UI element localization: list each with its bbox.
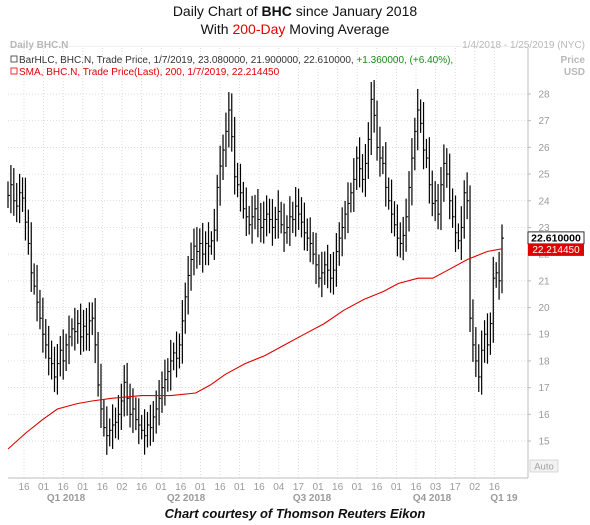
auto-scale-label: Auto	[534, 462, 554, 473]
title-sma-label: 200-Day	[232, 21, 286, 37]
sma-value-box	[528, 243, 584, 256]
quarter-label: Q4 2018	[413, 493, 452, 504]
x-tick-label: 03	[430, 482, 442, 493]
legend-bar-text: BarHLC, BHC.N, Trade Price, 1/7/2019, 23…	[19, 55, 356, 66]
quarter-labels: Q1 2018 Q2 2018 Q3 2018 Q4 2018 Q1 19	[47, 493, 518, 504]
price-axis-title: Price	[561, 55, 586, 66]
x-tick-label: 01	[234, 482, 246, 493]
y-tick-label: 15	[538, 437, 550, 448]
y-tick-label: 24	[538, 196, 550, 207]
x-tick-label: 16	[175, 482, 187, 493]
chart-background	[0, 38, 590, 505]
y-tick-label: 20	[538, 303, 550, 314]
quarter-label: Q2 2018	[167, 493, 206, 504]
y-tick-label: 18	[538, 356, 550, 367]
title-ticker: BHC	[261, 3, 292, 19]
legend-sma-row: SMA, BHC.N, Trade Price(Last), 200, 1/7/…	[10, 67, 280, 78]
header-divider	[8, 46, 528, 47]
x-tick-label: 01	[391, 482, 403, 493]
y-tick-label: 25	[538, 170, 550, 181]
x-tick-label: 16	[58, 482, 70, 493]
quarter-label: Q1 19	[490, 493, 518, 504]
x-tick-label: 16	[18, 482, 30, 493]
title-line-2: With 200-Day Moving Average	[0, 20, 590, 38]
panel-name: Daily BHC.N	[10, 40, 68, 51]
title-line-1: Daily Chart of BHC since January 2018	[0, 2, 590, 20]
y-tick-label: 17	[538, 383, 550, 394]
currency-label: USD	[564, 67, 585, 78]
y-tick-label: 23	[538, 223, 550, 234]
x-tick-label: 01	[312, 482, 324, 493]
ohlc-bars	[7, 80, 504, 455]
quarter-label: Q1 2018	[47, 493, 86, 504]
x-tick-label: 16	[214, 482, 226, 493]
y-tick-label: 26	[538, 143, 550, 154]
chart-title: Daily Chart of BHC since January 2018 Wi…	[0, 2, 590, 38]
y-tick-label: 27	[538, 116, 550, 127]
x-tick-label: 01	[77, 482, 89, 493]
x-tick-label: 16	[332, 482, 344, 493]
x-tick-label: 16	[371, 482, 383, 493]
x-tick-label: 01	[352, 482, 364, 493]
legend-bar-line: BarHLC, BHC.N, Trade Price, 1/7/2019, 23…	[19, 55, 453, 66]
price-chart[interactable]: 1516171819202122232425262728 16011601160…	[0, 38, 590, 505]
y-tick-label: 21	[538, 276, 550, 287]
last-price-label: 22.610000	[527, 231, 585, 244]
title-line2-prefix: With	[200, 21, 233, 37]
x-tick-label: 16	[410, 482, 422, 493]
chart-credit: Chart courtesy of Thomson Reuters Eikon	[164, 506, 426, 521]
x-tick-label: 01	[38, 482, 50, 493]
auto-scale-button[interactable]	[529, 459, 559, 473]
panel-date-range: 1/4/2018 - 1/25/2019 (NYC)	[462, 40, 585, 51]
x-tick-label: 16	[489, 482, 501, 493]
last-price-value: 22.610000	[531, 232, 581, 244]
x-tick-label: 16	[254, 482, 266, 493]
x-tick-label: 02	[116, 482, 128, 493]
x-tick-label: 01	[195, 482, 207, 493]
sma-legend-swatch	[10, 67, 18, 75]
legend-sma-text: SMA, BHC.N, Trade Price(Last), 200, 1/7/…	[19, 67, 280, 78]
legend-bar-row: BarHLC, BHC.N, Trade Price, 1/7/2019, 23…	[10, 55, 453, 66]
x-tick-label: 17	[293, 482, 305, 493]
x-tick-label: 16	[97, 482, 109, 493]
quarter-label: Q3 2018	[293, 493, 332, 504]
sma-value: 22.214450	[532, 245, 580, 256]
title-prefix: Daily Chart of	[172, 3, 262, 19]
y-tick-label: 19	[538, 330, 550, 341]
x-tick-label: 04	[273, 482, 285, 493]
bar-legend-swatch	[10, 55, 18, 63]
title-suffix: since January 2018	[291, 3, 418, 19]
title-line2-suffix: Moving Average	[285, 21, 390, 37]
x-tick-label: 16	[136, 482, 148, 493]
sma-200-line	[7, 248, 503, 450]
x-tick-label: 01	[156, 482, 168, 493]
x-axis-ticks: 16 01 16 01 16 02 16 01 16 01 16 01 16 04 17 01 16 01 16 01…	[18, 482, 500, 493]
y-tick-label: 28	[538, 90, 550, 101]
x-tick-label: 02	[469, 482, 481, 493]
legend-bar-change: +1.360000, (+6.40%),	[356, 55, 453, 66]
x-tick-label: 17	[450, 482, 462, 493]
y-tick-label: 16	[538, 410, 550, 421]
sma-price-label: 22.214450	[528, 243, 584, 256]
